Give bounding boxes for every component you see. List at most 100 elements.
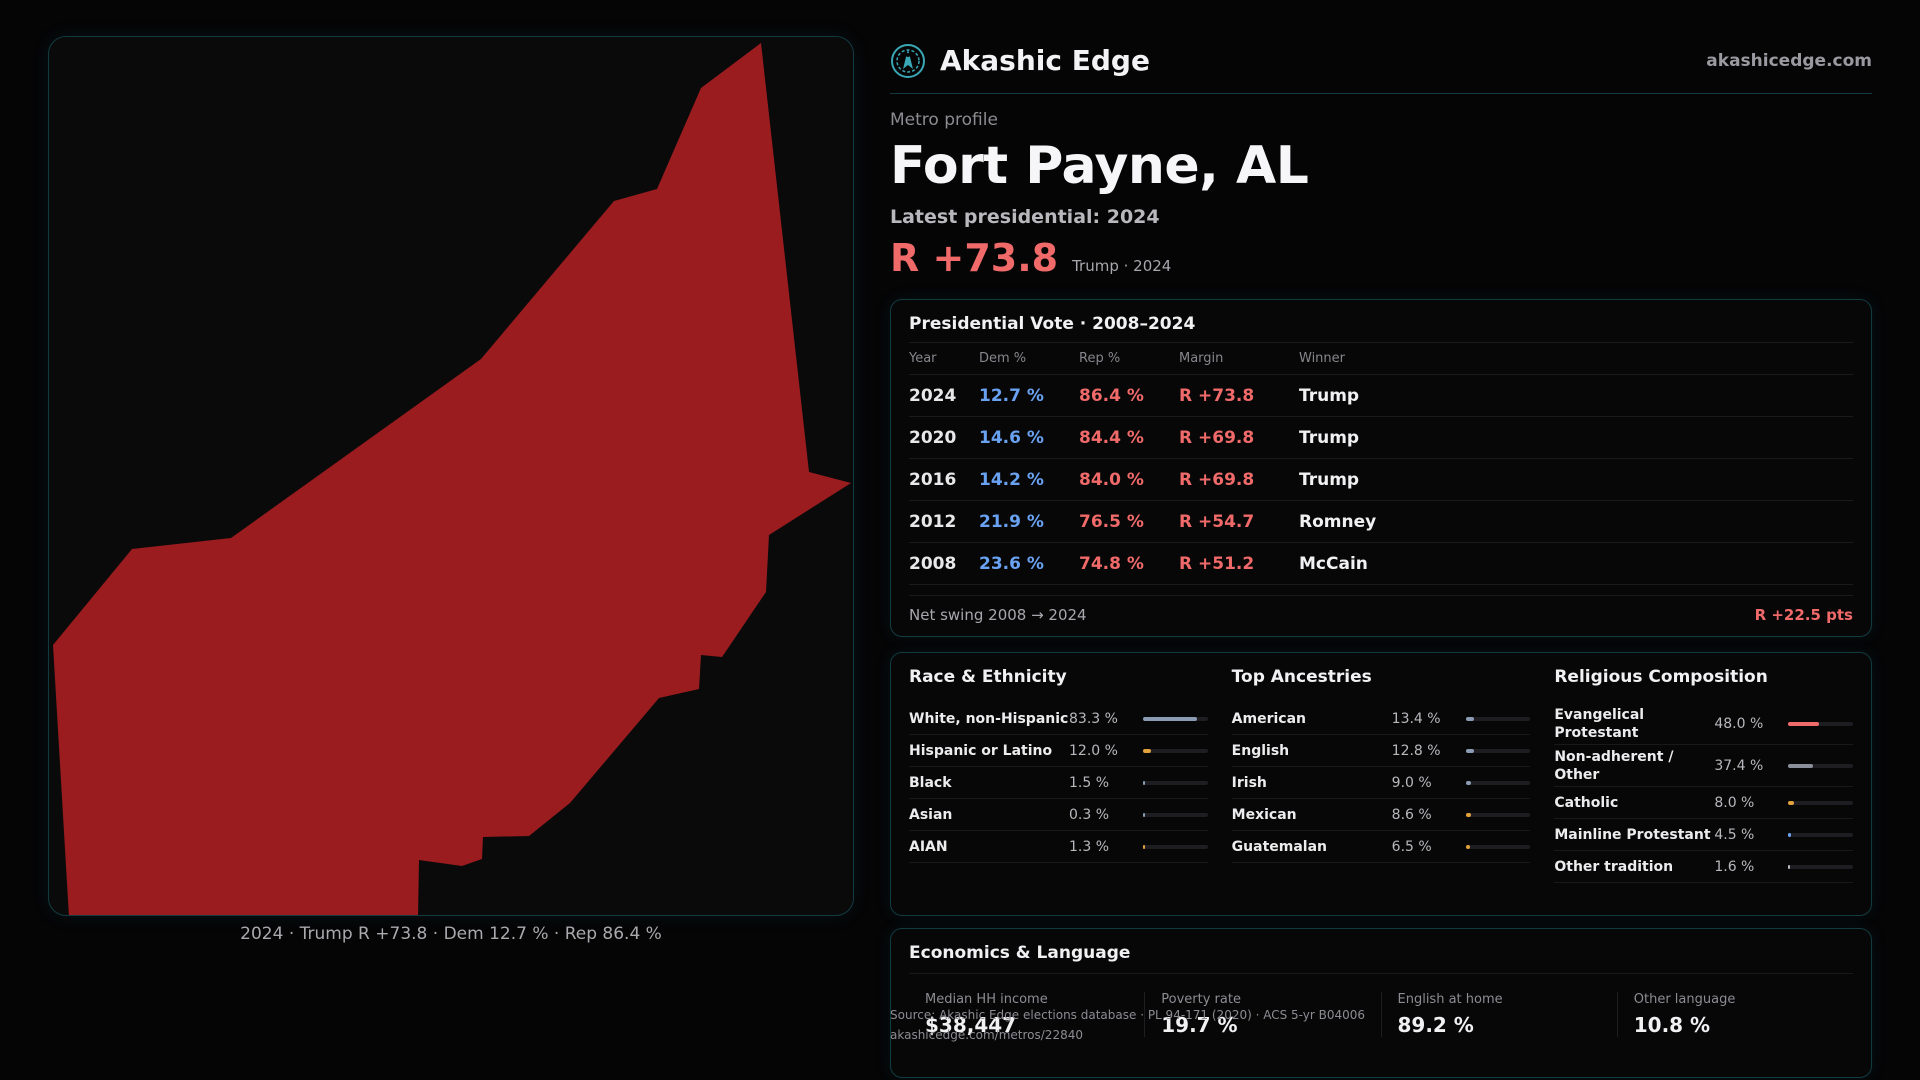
year-cell: 2008 <box>909 553 957 574</box>
list-item: Evangelical Protestant 48.0 % <box>1554 703 1854 745</box>
share-bar-fill <box>1465 716 1475 721</box>
share-bar-fill <box>1465 812 1472 817</box>
list-item: White, non-Hispanic 83.3 % <box>909 703 1208 735</box>
source-footnote: Source: Akashic Edge elections database … <box>890 1005 1365 1045</box>
winner-cell: Trump <box>1299 427 1360 448</box>
net-swing-value: R +22.5 pts <box>1754 606 1853 624</box>
item-label: Catholic <box>1554 794 1619 811</box>
item-label: Evangelical Protestant <box>1554 706 1645 741</box>
share-bar <box>1788 721 1854 726</box>
list-item: Non-adherent / Other 37.4 % <box>1554 745 1854 787</box>
presidential-vote-card: Presidential Vote · 2008–2024 Year Dem %… <box>890 299 1872 637</box>
brand[interactable]: Akashic Edge <box>890 43 1150 79</box>
metro-boundary-polygon <box>53 43 851 915</box>
share-bar <box>1465 812 1531 817</box>
margin-cell: R +69.8 <box>1179 469 1255 490</box>
margin-cell: R +73.8 <box>1179 385 1255 406</box>
margin-cell: R +51.2 <box>1179 553 1255 574</box>
item-label: Asian <box>909 806 953 823</box>
item-label: American <box>1231 710 1307 727</box>
list-item: AIAN 1.3 % <box>909 831 1208 863</box>
share-bar-fill <box>1143 716 1197 721</box>
site-url-link[interactable]: akashicedge.com <box>1706 50 1872 71</box>
econ-stat-value: 10.8 % <box>1633 1013 1711 1037</box>
vote-table-header: Year Dem % Rep % Margin Winner <box>909 343 1853 375</box>
share-bar-fill <box>1143 780 1145 785</box>
race-title: Race & Ethnicity <box>909 667 1067 687</box>
source-link[interactable]: akashicedge.com/metros/22840 <box>890 1028 1083 1042</box>
item-label: White, non-Hispanic <box>909 710 1069 727</box>
share-bar <box>1788 864 1854 869</box>
item-value: 12.8 % <box>1391 742 1441 759</box>
net-swing-row: Net swing 2008 → 2024 R +22.5 pts <box>909 595 1853 624</box>
share-bar-fill <box>1465 780 1472 785</box>
map-caption: 2024 · Trump R +73.8 · Dem 12.7 % · Rep … <box>240 924 662 944</box>
table-row: 2020 14.6 % 84.4 % R +69.8 Trump <box>909 417 1853 459</box>
item-label: AIAN <box>909 838 948 855</box>
econ-stat: Poverty rate 19.7 % <box>1144 992 1380 1037</box>
item-value: 6.5 % <box>1391 838 1432 855</box>
rep-cell: 74.8 % <box>1079 553 1144 574</box>
share-bar <box>1143 812 1208 817</box>
item-value: 48.0 % <box>1714 715 1764 732</box>
rep-cell: 84.0 % <box>1079 469 1144 490</box>
col-dem: Dem % <box>979 351 1027 366</box>
dem-cell: 12.7 % <box>979 385 1044 406</box>
econ-stat-label: Median HH income <box>925 992 1048 1007</box>
list-item: Irish 9.0 % <box>1231 767 1531 799</box>
share-bar <box>1465 716 1531 721</box>
share-bar-fill <box>1788 864 1791 869</box>
list-item: Other tradition 1.6 % <box>1554 851 1854 883</box>
list-item: English 12.8 % <box>1231 735 1531 767</box>
metro-shape <box>53 43 851 915</box>
item-label: Black <box>909 774 952 791</box>
table-row: 2012 21.9 % 76.5 % R +54.7 Romney <box>909 501 1853 543</box>
list-item: Asian 0.3 % <box>909 799 1208 831</box>
share-bar <box>1465 780 1531 785</box>
economics-grid: Median HH income $38,447 Poverty rate 19… <box>909 992 1853 1037</box>
year-cell: 2020 <box>909 427 957 448</box>
religion-title: Religious Composition <box>1554 667 1768 687</box>
ancestry-section: Top Ancestries American 13.4 % English 12.8… <box>1231 667 1531 901</box>
winner-cell: Romney <box>1299 511 1377 532</box>
ancestry-title: Top Ancestries <box>1231 667 1372 687</box>
share-bar <box>1465 844 1531 849</box>
share-bar-fill <box>1143 748 1151 753</box>
item-value: 4.5 % <box>1714 826 1755 843</box>
margin-note: Trump · 2024 <box>1072 257 1172 275</box>
race-ethnicity-section: Race & Ethnicity White, non-Hispanic 83.3… <box>909 667 1208 901</box>
table-row: 2016 14.2 % 84.0 % R +69.8 Trump <box>909 459 1853 501</box>
list-item: Black 1.5 % <box>909 767 1208 799</box>
item-label: Mainline Protestant <box>1554 826 1711 843</box>
list-item: Mainline Protestant 4.5 % <box>1554 819 1854 851</box>
year-cell: 2016 <box>909 469 957 490</box>
item-label: Mexican <box>1231 806 1297 823</box>
margin-value: R +73.8 <box>890 236 1059 280</box>
page-kicker: Metro profile <box>890 110 998 130</box>
item-value: 12.0 % <box>1069 742 1118 759</box>
share-bar-fill <box>1788 800 1794 805</box>
demographics-card: Race & Ethnicity White, non-Hispanic 83.3… <box>890 652 1872 916</box>
col-year: Year <box>909 351 937 366</box>
item-label: English <box>1231 742 1290 759</box>
rep-cell: 76.5 % <box>1079 511 1144 532</box>
share-bar-fill <box>1788 763 1813 768</box>
share-bar-fill <box>1143 844 1145 849</box>
dem-cell: 21.9 % <box>979 511 1044 532</box>
share-bar-fill <box>1788 832 1792 837</box>
econ-stat-label: Other language <box>1633 992 1736 1007</box>
item-label: Hispanic or Latino <box>909 742 1053 759</box>
econ-stat: English at home 89.2 % <box>1380 992 1617 1037</box>
share-bar <box>1143 844 1208 849</box>
item-label: Guatemalan <box>1231 838 1328 855</box>
item-value: 0.3 % <box>1069 806 1110 823</box>
dem-cell: 14.6 % <box>979 427 1044 448</box>
share-bar-fill <box>1465 844 1470 849</box>
net-swing-label: Net swing 2008 → 2024 <box>909 606 1087 624</box>
econ-stat-value: 19.7 % <box>1161 1013 1238 1037</box>
margin-cell: R +54.7 <box>1179 511 1255 532</box>
rep-cell: 84.4 % <box>1079 427 1144 448</box>
econ-stat-value: $38,447 <box>925 1013 1017 1037</box>
dem-cell: 14.2 % <box>979 469 1044 490</box>
share-bar <box>1788 800 1854 805</box>
